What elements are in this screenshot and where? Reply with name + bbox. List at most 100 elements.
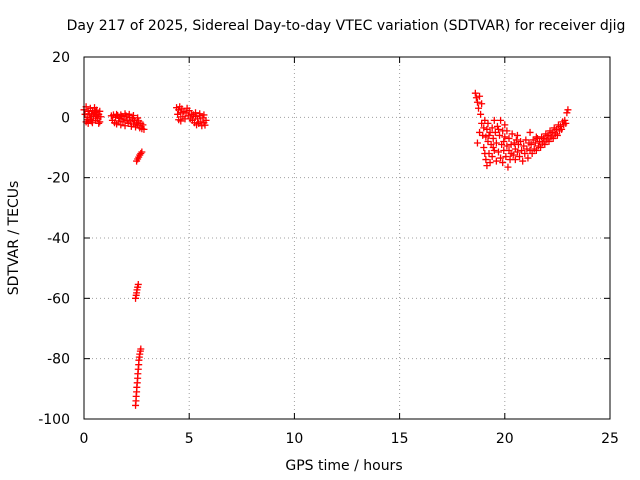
data-point — [504, 163, 512, 171]
x-axis-label: GPS time / hours — [285, 458, 402, 474]
x-tick-label: 0 — [80, 431, 89, 447]
data-point — [83, 116, 91, 124]
tick-labels: 0 5 10 15 20 25 20 0 -20 -40 -60 -80 -100 — [38, 50, 619, 447]
data-point — [493, 122, 501, 130]
data-point — [479, 131, 487, 139]
data-point — [192, 109, 200, 117]
data-point — [177, 117, 185, 125]
data-point — [537, 144, 545, 151]
y-tick-label: -40 — [47, 231, 70, 247]
data-point — [563, 109, 571, 117]
data-point — [532, 147, 540, 155]
data-point — [138, 148, 146, 156]
data-point — [134, 280, 142, 288]
data-point — [185, 107, 193, 115]
data-point — [485, 150, 493, 158]
data-point — [484, 137, 492, 145]
data-point — [489, 134, 497, 142]
data-point — [502, 153, 510, 161]
data-point — [561, 116, 569, 124]
data-point — [496, 131, 504, 139]
data-point — [139, 121, 147, 129]
y-tick-label: -20 — [47, 171, 70, 187]
data-point — [492, 157, 500, 165]
data-point — [517, 137, 525, 145]
data-point — [544, 131, 552, 139]
data-point — [520, 142, 528, 150]
data-point — [472, 94, 480, 102]
data-point — [197, 118, 205, 126]
data-point — [476, 128, 484, 136]
data-point — [483, 162, 491, 170]
data-point — [548, 128, 556, 136]
data-point — [476, 92, 484, 100]
data-point — [486, 159, 494, 167]
data-point — [503, 127, 511, 135]
data-point — [137, 150, 145, 158]
data-point — [507, 150, 515, 158]
data-point — [503, 142, 511, 150]
data-point — [92, 108, 100, 116]
data-point — [174, 110, 182, 118]
data-point — [478, 119, 486, 127]
data-point — [482, 156, 490, 164]
data-point — [484, 119, 492, 127]
data-point — [196, 110, 204, 118]
data-point — [531, 139, 539, 147]
data-point — [518, 147, 526, 155]
data-point — [485, 131, 493, 139]
data-point — [532, 133, 540, 141]
y-tick-label: -60 — [47, 291, 70, 307]
x-tick-label: 20 — [496, 431, 514, 447]
data-point — [558, 125, 566, 133]
data-point — [523, 145, 531, 153]
data-point — [117, 111, 125, 119]
data-point — [489, 144, 497, 151]
y-tick-label: -80 — [47, 352, 70, 368]
data-point — [564, 106, 572, 114]
plot-frame — [83, 56, 611, 420]
data-point — [488, 153, 496, 161]
data-point — [508, 130, 516, 138]
y-tick-label: -100 — [38, 412, 70, 428]
x-tick-label: 25 — [601, 431, 619, 447]
data-point — [521, 150, 529, 158]
data-point — [480, 144, 488, 151]
data-point — [137, 345, 145, 353]
data-point — [522, 136, 530, 144]
data-point — [557, 122, 565, 130]
data-point — [513, 148, 521, 156]
data-point — [505, 134, 513, 142]
data-point — [524, 154, 532, 162]
data-point — [501, 133, 509, 141]
data-point — [200, 111, 208, 119]
data-point — [483, 125, 491, 133]
data-point — [526, 128, 534, 136]
data-point — [492, 139, 500, 147]
data-point — [201, 121, 209, 129]
data-point — [545, 137, 553, 145]
x-tick-label: 15 — [391, 431, 409, 447]
chart-title: Day 217 of 2025, Sidereal Day-to-day VTE… — [67, 18, 626, 34]
data-point — [94, 114, 102, 122]
data-point — [475, 104, 482, 112]
data-point — [478, 100, 486, 108]
data-point — [519, 157, 527, 165]
data-point — [512, 136, 520, 144]
data-point — [95, 119, 103, 127]
data-point — [97, 113, 105, 121]
data-point — [507, 140, 515, 148]
data-point — [140, 125, 148, 133]
data-point — [87, 117, 95, 125]
data-point — [513, 131, 521, 139]
data-point — [96, 118, 104, 126]
data-point — [511, 156, 519, 164]
data-point — [549, 134, 557, 142]
data-point — [491, 128, 499, 136]
data-point — [134, 114, 142, 122]
data-point — [490, 116, 498, 124]
x-tick-label: 5 — [185, 431, 194, 447]
data-point — [202, 116, 210, 124]
data-point — [527, 140, 535, 148]
